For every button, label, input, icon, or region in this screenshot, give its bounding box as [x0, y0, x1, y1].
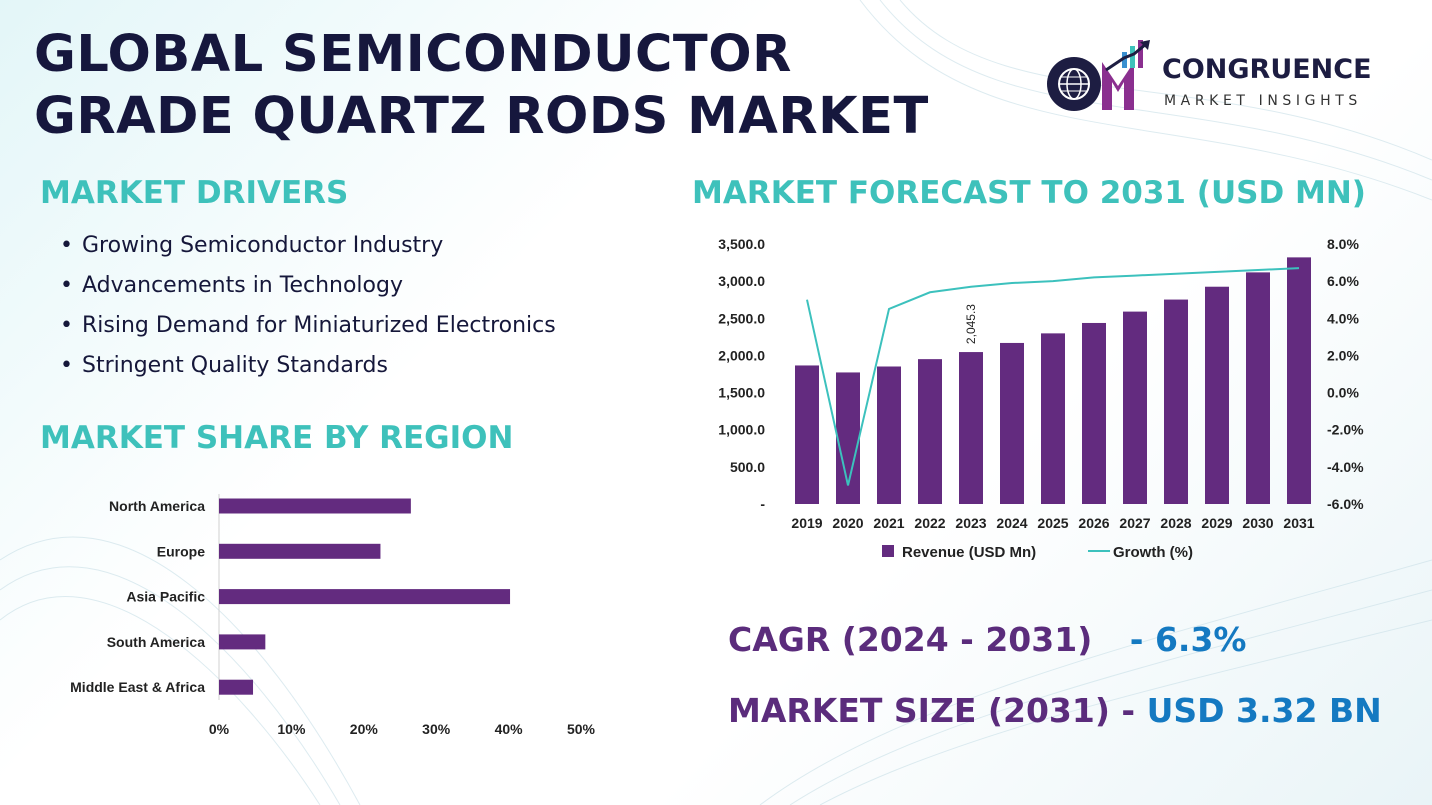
region-x-tick-label: 50%	[567, 721, 596, 737]
region-category-label: Asia Pacific	[126, 589, 205, 605]
forecast-year-label: 2028	[1160, 515, 1191, 531]
revenue-bar-2027	[1123, 311, 1147, 504]
region-x-tick-label: 10%	[277, 721, 306, 737]
growth-line	[806, 267, 1300, 486]
forecast-right-tick-label: -6.0%	[1327, 496, 1364, 512]
title-line-2: GRADE QUARTZ RODS MARKET	[34, 87, 929, 146]
company-logo: CONGRUENCE MARKET INSIGHTS	[1044, 40, 1394, 120]
forecast-title: MARKET FORECAST TO 2031 (USD MN)	[692, 175, 1366, 211]
revenue-bar-2029	[1205, 286, 1229, 504]
legend-growth-label: Growth (%)	[1113, 544, 1193, 561]
forecast-year-label: 2020	[832, 515, 863, 531]
forecast-year-label: 2025	[1037, 515, 1068, 531]
revenue-bar-2023	[959, 352, 983, 504]
forecast-right-tick-label: -2.0%	[1327, 422, 1364, 438]
forecast-left-tick-label: 3,500.0	[718, 236, 765, 252]
forecast-year-label: 2023	[955, 515, 986, 531]
market-size-label: MARKET SIZE (2031)	[728, 691, 1110, 730]
driver-item: Advancements in Technology	[60, 268, 556, 308]
region-x-tick-label: 30%	[422, 721, 451, 737]
page-title: GLOBAL SEMICONDUCTOR GRADE QUARTZ RODS M…	[34, 24, 929, 148]
forecast-left-tick-label: 1,500.0	[718, 385, 765, 401]
revenue-bar-2026	[1082, 322, 1106, 504]
region-bar-4	[219, 679, 254, 695]
forecast-right-tick-label: 6.0%	[1327, 273, 1359, 289]
forecast-left-tick-label: 2,500.0	[718, 310, 765, 326]
logo-name: CONGRUENCE	[1162, 54, 1372, 85]
legend-revenue-swatch	[882, 545, 894, 557]
region-x-tick-label: 0%	[209, 721, 230, 737]
forecast-year-label: 2029	[1201, 515, 1232, 531]
revenue-bar-2025	[1041, 333, 1065, 504]
revenue-bar-2022	[918, 359, 942, 504]
region-bar-1	[219, 543, 381, 559]
forecast-chart: - 500.0 1,000.0 1,500.0 2,000.0 2,500.0 3,000.…	[718, 236, 1364, 561]
cagr-stat: CAGR (2024 - 2031) - 6.3%	[728, 620, 1247, 659]
revenue-bar-2019	[795, 365, 819, 504]
region-share-chart: North America Europe Asia Pacific South Ame…	[70, 494, 596, 737]
logo-subtitle: MARKET INSIGHTS	[1164, 93, 1362, 109]
forecast-right-tick-label: 8.0%	[1327, 236, 1359, 252]
market-size-separator: -	[1121, 691, 1147, 730]
driver-item: Rising Demand for Miniaturized Electroni…	[60, 308, 556, 348]
forecast-right-tick-label: 4.0%	[1327, 310, 1359, 326]
forecast-left-tick-label: -	[760, 496, 765, 512]
region-category-label: Europe	[157, 543, 205, 559]
revenue-bar-2021	[877, 366, 901, 504]
forecast-year-label: 2024	[996, 515, 1027, 531]
forecast-right-tick-label: 2.0%	[1327, 347, 1359, 363]
market-size-stat: MARKET SIZE (2031) - USD 3.32 BN	[728, 691, 1382, 730]
market-size-value: USD 3.32 BN	[1146, 691, 1382, 730]
forecast-year-label: 2031	[1283, 515, 1314, 531]
forecast-right-tick-label: -4.0%	[1327, 459, 1364, 475]
region-x-tick-label: 20%	[350, 721, 379, 737]
revenue-bar-2028	[1164, 299, 1188, 504]
forecast-year-label: 2027	[1119, 515, 1150, 531]
forecast-year-label: 2019	[791, 515, 822, 531]
forecast-left-tick-label: 500.0	[730, 459, 765, 475]
region-category-label: North America	[109, 498, 205, 514]
forecast-left-tick-label: 1,000.0	[718, 422, 765, 438]
forecast-left-tick-label: 2,000.0	[718, 347, 765, 363]
revenue-bar-2030	[1246, 272, 1270, 504]
cagr-label: CAGR (2024 - 2031)	[728, 620, 1093, 659]
market-drivers-title: MARKET DRIVERS	[40, 175, 349, 211]
region-category-label: South America	[107, 634, 205, 650]
region-bar-2	[219, 589, 511, 605]
market-drivers-list: Growing Semiconductor Industry Advanceme…	[60, 228, 556, 388]
market-share-title: MARKET SHARE BY REGION	[40, 420, 514, 456]
region-bar-0	[219, 498, 411, 514]
forecast-year-label: 2026	[1078, 515, 1109, 531]
globe-bar-chart-logo-icon	[1047, 40, 1150, 111]
region-category-label: Middle East & Africa	[70, 679, 205, 695]
forecast-year-label: 2022	[914, 515, 945, 531]
region-bar-3	[219, 634, 266, 650]
driver-item: Growing Semiconductor Industry	[60, 228, 556, 268]
title-line-1: GLOBAL SEMICONDUCTOR	[34, 25, 792, 84]
region-x-tick-label: 40%	[495, 721, 524, 737]
driver-item: Stringent Quality Standards	[60, 348, 556, 388]
forecast-left-tick-label: 3,000.0	[718, 273, 765, 289]
revenue-data-label: 2,045.3	[964, 304, 978, 344]
revenue-bar-2024	[1000, 342, 1024, 504]
forecast-year-label: 2030	[1242, 515, 1273, 531]
forecast-year-label: 2021	[873, 515, 904, 531]
revenue-bar-2031	[1287, 257, 1311, 504]
legend-revenue-label: Revenue (USD Mn)	[902, 544, 1036, 561]
forecast-right-tick-label: 0.0%	[1327, 385, 1359, 401]
cagr-value: - 6.3%	[1129, 620, 1247, 659]
